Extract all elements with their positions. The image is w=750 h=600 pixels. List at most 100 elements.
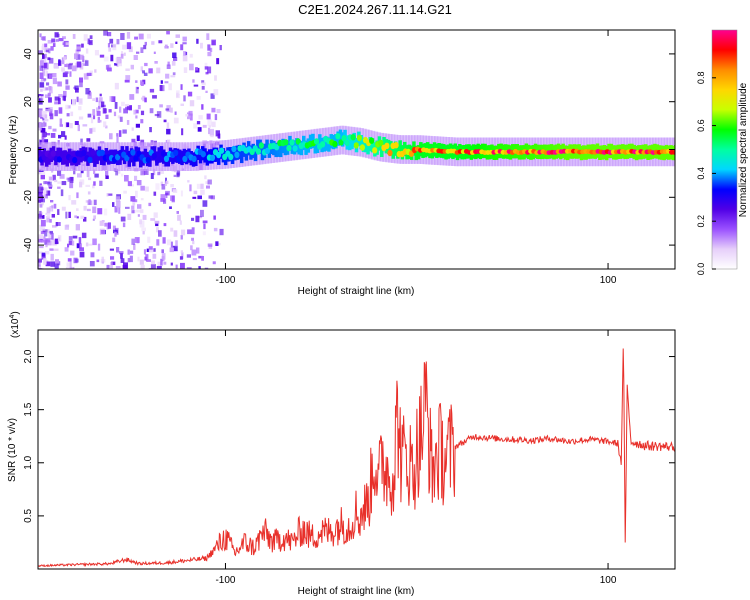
noise-speck	[82, 124, 88, 127]
noise-speck	[57, 181, 62, 184]
noise-speck	[131, 138, 136, 143]
noise-speck	[103, 208, 108, 216]
noise-speck	[67, 243, 70, 248]
noise-speck	[140, 198, 144, 201]
noise-speck	[186, 267, 192, 269]
colorbar-label: Normalized spectral amplitude	[738, 82, 749, 217]
ridge-core	[219, 147, 225, 154]
noise-speck	[157, 171, 161, 176]
noise-speck	[99, 54, 105, 58]
noise-speck	[42, 131, 47, 137]
noise-speck	[141, 227, 146, 232]
ridge-core	[99, 149, 105, 156]
noise-speck	[187, 91, 193, 97]
noise-speck	[164, 81, 169, 84]
noise-speck	[197, 216, 203, 219]
noise-speck	[62, 95, 66, 101]
noise-speck	[91, 127, 96, 133]
noise-speck	[163, 223, 167, 227]
noise-speck	[189, 113, 193, 121]
noise-speck	[54, 248, 59, 251]
noise-speck	[166, 128, 171, 135]
noise-speck	[55, 39, 59, 42]
ridge-core	[258, 142, 264, 149]
noise-speck	[137, 105, 141, 110]
noise-speck	[198, 115, 203, 120]
ridge-band	[290, 139, 294, 154]
noise-speck	[48, 48, 51, 54]
noise-speck	[92, 206, 97, 214]
noise-speck	[202, 124, 207, 128]
noise-speck	[210, 93, 215, 99]
noise-speck	[183, 67, 188, 73]
snr-x-tick-label: 100	[600, 575, 617, 586]
noise-speck	[171, 195, 175, 203]
noise-speck	[38, 50, 43, 54]
noise-speck	[200, 42, 203, 49]
noise-speck	[38, 259, 41, 267]
noise-speck	[146, 33, 151, 39]
noise-speck	[131, 210, 135, 214]
noise-speck	[77, 173, 82, 178]
snr-axes: -100 100 0.5 1.0 1.5 2.0	[23, 330, 675, 586]
ridge-band	[279, 142, 283, 158]
noise-speck	[197, 127, 202, 132]
noise-speck	[200, 189, 205, 195]
noise-speck	[160, 194, 166, 201]
noise-speck	[70, 177, 74, 181]
ridge-core	[387, 149, 393, 157]
noise-speck	[182, 55, 188, 62]
noise-speck	[149, 127, 152, 133]
noise-speck	[169, 206, 172, 209]
noise-speck	[66, 262, 71, 267]
noise-speck	[187, 180, 190, 183]
noise-speck	[79, 251, 85, 258]
noise-speck	[40, 174, 45, 180]
noise-speck	[114, 102, 118, 109]
noise-speck	[92, 109, 96, 116]
noise-speck	[110, 256, 115, 260]
spectrogram-y-tick-label: 0	[23, 146, 34, 152]
noise-speck	[116, 136, 119, 144]
noise-speck	[38, 94, 44, 97]
noise-speck	[123, 130, 126, 133]
noise-speck	[176, 211, 179, 214]
noise-speck	[207, 51, 212, 57]
noise-speck	[38, 258, 42, 263]
noise-speck	[151, 41, 155, 45]
noise-speck	[42, 86, 46, 91]
ridge-band	[416, 145, 421, 160]
noise-speck	[126, 42, 132, 50]
colorbar-tick-label: 0.8	[696, 72, 706, 85]
ridge-band	[366, 140, 370, 155]
noise-speck	[185, 114, 189, 117]
noise-speck	[181, 128, 184, 136]
noise-speck	[159, 104, 163, 108]
noise-speck	[43, 140, 47, 143]
noise-speck	[73, 257, 78, 264]
ridge-core	[124, 155, 130, 162]
noise-speck	[96, 259, 100, 263]
noise-speck	[49, 177, 53, 180]
noise-speck	[98, 100, 101, 107]
noise-speck	[130, 196, 136, 202]
noise-speck	[64, 122, 68, 128]
noise-speck	[48, 107, 53, 112]
noise-speck	[175, 34, 180, 38]
noise-speck	[92, 98, 95, 101]
noise-speck	[172, 52, 177, 58]
noise-speck	[132, 199, 138, 203]
noise-speck	[48, 97, 52, 103]
noise-speck	[48, 231, 52, 238]
noise-speck	[86, 170, 90, 178]
ridge-band	[295, 138, 299, 153]
noise-speck	[97, 208, 103, 215]
noise-speck	[160, 80, 163, 84]
snr-y-tick-label: 1.0	[23, 455, 34, 469]
noise-speck	[179, 220, 182, 225]
noise-speck	[188, 114, 191, 118]
ridge-band	[256, 139, 260, 154]
noise-speck	[207, 44, 211, 51]
snr-line-layer	[38, 348, 675, 568]
noise-speck	[156, 266, 162, 269]
